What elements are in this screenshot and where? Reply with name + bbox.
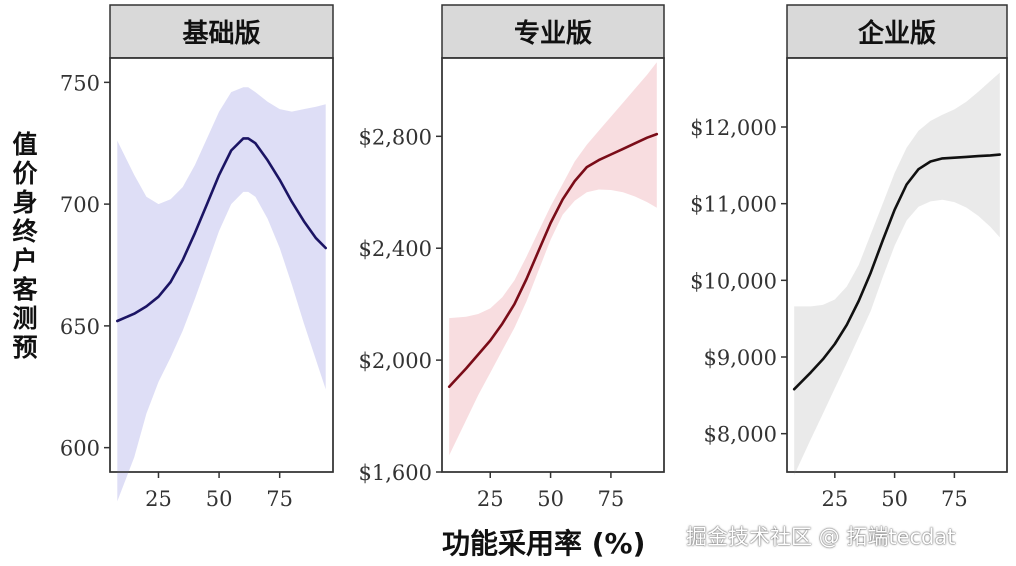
- x-tick-label: 25: [477, 487, 504, 511]
- y-tick-label: $2,000: [359, 349, 432, 373]
- y-tick-label: 700: [60, 193, 100, 217]
- y-tick-label: 650: [60, 315, 100, 339]
- panel-title: 基础版: [182, 19, 260, 49]
- y-axis-label-char: 值: [12, 130, 38, 159]
- panel-strip: [441, 4, 665, 59]
- y-axis-label-char: 客: [12, 275, 38, 304]
- x-tick-label: 50: [537, 487, 564, 511]
- panel-border: [109, 57, 334, 473]
- y-tick-label: $1,600: [359, 461, 432, 485]
- confidence-band: [794, 72, 1000, 476]
- y-axis-label-char: 价: [12, 159, 38, 188]
- y-tick-label: $2,400: [359, 237, 432, 261]
- x-tick-label: 75: [941, 487, 968, 511]
- y-tick-label: $11,000: [690, 193, 777, 217]
- series-line: [116, 137, 327, 323]
- panel-border: [441, 57, 665, 473]
- x-tick-label: 50: [206, 487, 233, 511]
- y-tick-label: $2,800: [359, 125, 432, 149]
- y-tick-label: $8,000: [704, 423, 777, 447]
- panel-border: [786, 57, 1008, 473]
- x-tick-label: 75: [266, 487, 293, 511]
- y-tick-label: $9,000: [704, 346, 777, 370]
- panel-title: 专业版: [514, 19, 592, 49]
- panel-3: 企业版 $8,000 $9,000 $10,000 $11,000 $12,000 25 50…: [690, 4, 1008, 511]
- series-line: [792, 153, 1002, 391]
- panel-title: 企业版: [858, 18, 936, 49]
- x-tick-label: 25: [145, 487, 172, 511]
- panel-1: 基础版 600 650 700 750 25 50 75: [60, 4, 334, 511]
- y-tick-label: 600: [60, 437, 100, 461]
- y-tick-label: $12,000: [690, 116, 777, 140]
- y-axis-label-char: 测: [12, 304, 38, 333]
- watermark-text: 掘金技术社区 @ 拓端tecdat: [686, 525, 956, 549]
- confidence-band: [449, 62, 657, 456]
- confidence-band: [117, 87, 326, 502]
- panel-2: 专业版 $1,600 $2,000 $2,400 $2,800 25 50 75: [359, 4, 665, 511]
- y-tick-label: 750: [60, 71, 100, 95]
- x-tick-label: 50: [881, 487, 908, 511]
- x-tick-label: 25: [821, 487, 848, 511]
- y-tick-label: $10,000: [690, 269, 777, 293]
- series-line: [447, 132, 659, 388]
- y-axis-label-char: 户: [12, 246, 38, 275]
- panel-strip: [109, 4, 334, 59]
- y-axis-label-char: 终: [12, 217, 38, 246]
- y-axis-label-char: 预: [12, 333, 38, 362]
- x-axis-label: 功能采用率 (%): [442, 527, 646, 560]
- x-tick-label: 75: [598, 487, 625, 511]
- y-axis-label-char: 身: [12, 188, 38, 217]
